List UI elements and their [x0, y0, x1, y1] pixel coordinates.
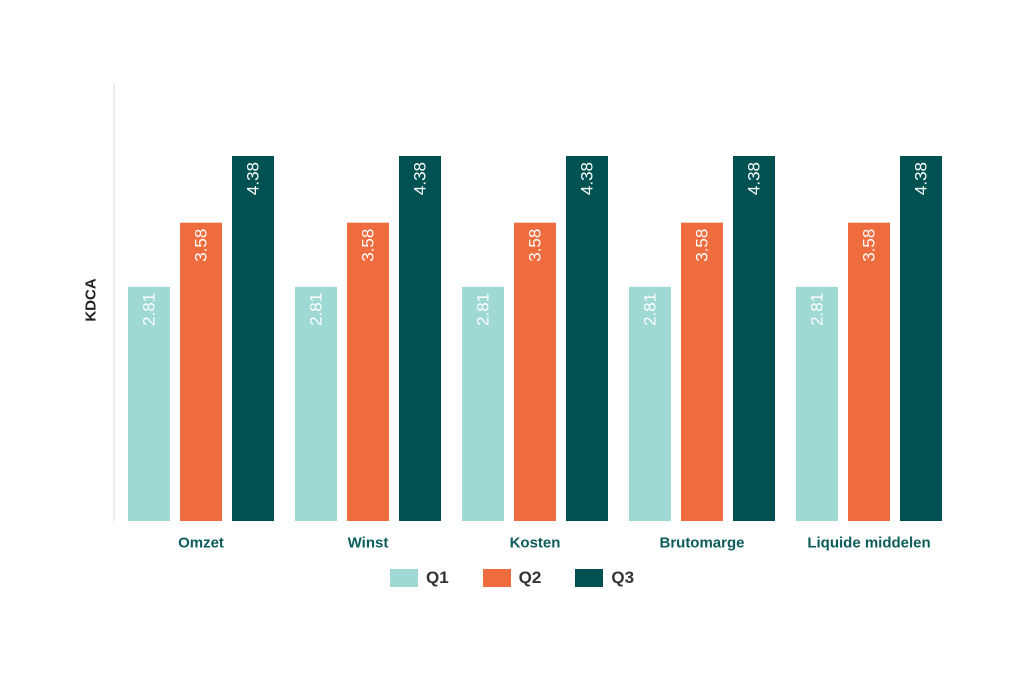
bar-q2-kosten — [514, 222, 556, 521]
data-label-q1-omzet: 2.81 — [140, 293, 159, 326]
data-label-q1-winst: 2.81 — [307, 293, 326, 326]
bar-q1-winst — [295, 286, 337, 521]
category-label-omzet: Omzet — [178, 535, 224, 552]
data-label-q2-liquide-middelen: 3.58 — [860, 229, 879, 262]
bar-q2-omzet — [180, 222, 222, 521]
category-label-winst: Winst — [348, 535, 389, 552]
bar-q3-omzet — [232, 156, 274, 521]
legend-item-q1: Q1 — [389, 568, 449, 588]
bar-q2-winst — [347, 222, 389, 521]
data-label-q1-kosten: 2.81 — [474, 293, 493, 326]
bar-q2-brutomarge — [681, 222, 723, 521]
bar-q1-liquide-middelen — [796, 286, 838, 521]
data-label-q3-liquide-middelen: 4.38 — [912, 162, 931, 195]
legend: Q1 Q2 Q3 — [0, 568, 1024, 588]
data-label-q3-kosten: 4.38 — [578, 162, 597, 195]
data-label-q2-kosten: 3.58 — [526, 229, 545, 262]
data-label-q3-omzet: 4.38 — [244, 162, 263, 195]
y-axis-label: KDCA — [82, 278, 100, 322]
bar-q2-liquide-middelen — [848, 222, 890, 521]
category-label-brutomarge: Brutomarge — [659, 535, 744, 552]
data-label-q3-brutomarge: 4.38 — [745, 162, 764, 195]
bar-q3-brutomarge — [733, 156, 775, 521]
legend-item-q2: Q2 — [482, 568, 542, 588]
legend-label-q3: Q3 — [611, 568, 635, 587]
bar-q3-winst — [399, 156, 441, 521]
data-label-q2-winst: 3.58 — [359, 229, 378, 262]
legend-swatch-q2 — [482, 569, 511, 587]
data-label-q1-brutomarge: 2.81 — [641, 293, 660, 326]
legend-swatch-q1 — [389, 569, 418, 587]
bar-q1-omzet — [128, 286, 170, 521]
bar-q1-brutomarge — [629, 286, 671, 521]
legend-label-q2: Q2 — [518, 568, 542, 587]
bar-q3-liquide-middelen — [900, 156, 942, 521]
legend-item-q3: Q3 — [575, 568, 634, 588]
bar-q3-kosten — [566, 156, 608, 521]
data-label-q2-omzet: 3.58 — [192, 229, 211, 262]
data-label-q2-brutomarge: 3.58 — [693, 229, 712, 262]
category-label-kosten: Kosten — [510, 535, 561, 552]
bar-q1-kosten — [462, 286, 504, 521]
category-label-liquide-middelen: Liquide middelen — [807, 535, 930, 552]
data-label-q3-winst: 4.38 — [411, 162, 430, 195]
data-label-q1-liquide-middelen: 2.81 — [808, 293, 827, 326]
legend-swatch-q3 — [575, 569, 604, 587]
legend-label-q1: Q1 — [425, 568, 449, 587]
